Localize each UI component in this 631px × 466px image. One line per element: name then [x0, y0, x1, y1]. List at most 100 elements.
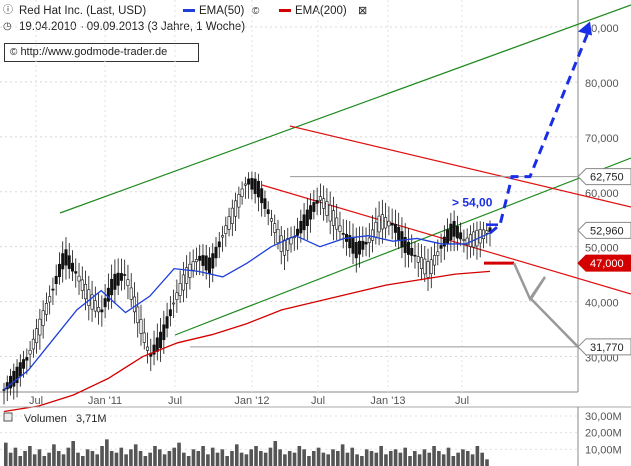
volume-bar	[311, 451, 316, 466]
price-candle-body	[18, 362, 22, 377]
volume-bar	[201, 446, 205, 466]
price-candle-body	[328, 204, 332, 222]
price-candle-body	[136, 306, 140, 324]
volume-bar	[268, 447, 273, 466]
volume-bar	[37, 449, 42, 466]
price-candle-body	[119, 273, 123, 281]
x-tick-label: Jan '13	[370, 395, 405, 407]
price-candle-body	[296, 228, 300, 236]
ema50-line	[3, 232, 491, 391]
price-candle-body	[455, 226, 459, 239]
volume-bar	[451, 456, 456, 466]
price-candle-body	[9, 375, 13, 389]
volume-bar	[461, 449, 465, 466]
volume-bar	[326, 454, 331, 466]
volume-bar	[114, 452, 119, 466]
volume-bar	[336, 451, 340, 466]
volume-bar	[340, 444, 345, 466]
volume-bar	[374, 452, 379, 466]
volume-bar	[52, 444, 56, 466]
price-candle-body	[481, 229, 485, 239]
price-candle-body	[201, 255, 205, 266]
volume-bar	[71, 441, 75, 466]
volume-bar	[398, 452, 403, 466]
volume-bar	[42, 456, 47, 466]
price-candle-body	[247, 178, 251, 185]
price-candle-body	[185, 267, 189, 284]
price-candle-body	[139, 319, 143, 334]
price-candle-body	[44, 302, 48, 315]
price-candle-body	[123, 274, 127, 276]
volume-bar	[148, 452, 152, 466]
price-candle-body	[299, 221, 303, 234]
source-url[interactable]: http://www.godmode-trader.de	[20, 46, 168, 58]
price-candle-body	[446, 229, 450, 244]
x-tick-label: Jul	[455, 395, 469, 407]
volume-bar	[167, 451, 172, 466]
volume-bar	[388, 451, 393, 466]
price-candle-body	[286, 237, 290, 251]
volume-title: Volumen	[24, 413, 67, 425]
price-tag-last-label: 52,960	[590, 225, 624, 237]
volume-bar	[259, 451, 263, 466]
volume-bar	[129, 449, 133, 466]
volume-bar	[278, 449, 282, 466]
volume-bar	[56, 451, 61, 466]
price-candle-body	[74, 271, 78, 274]
volume-subtitle: 3,71M	[76, 413, 107, 425]
volume-bar	[321, 452, 326, 466]
price-candle-body	[168, 309, 172, 317]
volume-bar	[76, 452, 80, 466]
ema200-legend: EMA(200)	[279, 4, 347, 18]
price-candle-body	[204, 255, 208, 271]
volume-bar	[263, 452, 268, 466]
source-url-box[interactable]: © http://www.godmode-trader.de	[4, 43, 199, 62]
price-candle-body	[416, 256, 420, 263]
price-candle-body	[302, 214, 306, 231]
copyright-icon[interactable]: ©	[252, 6, 260, 17]
price-candle-body	[315, 200, 319, 204]
price-candle-body	[194, 259, 198, 263]
volume-bar	[413, 451, 417, 466]
price-candle-body	[429, 259, 433, 274]
volume-bar	[172, 447, 177, 466]
volume-bar	[427, 452, 432, 466]
price-candle-body	[253, 178, 257, 194]
price-candle-body	[70, 262, 74, 272]
clock-icon[interactable]: ◷	[3, 21, 12, 32]
info-icon[interactable]: ⓘ	[3, 5, 13, 16]
volume-bar	[345, 452, 350, 466]
close-icon[interactable]: ⊠	[358, 5, 368, 17]
price-candle-body	[305, 209, 309, 226]
volume-bar	[119, 447, 124, 466]
volume-bar	[244, 454, 249, 466]
y-tick-label: 60,000	[585, 188, 619, 200]
volume-bar	[283, 454, 287, 466]
price-candle-body	[77, 275, 81, 282]
volume-bar	[220, 449, 225, 466]
volume-bar	[28, 446, 32, 466]
volume-bar	[13, 447, 18, 466]
price-candle-body	[387, 220, 391, 227]
volume-bar	[196, 451, 201, 466]
volume-bar	[331, 449, 335, 466]
price-candle-body	[54, 275, 58, 284]
price-candle-body	[12, 370, 16, 387]
price-candle-body	[207, 257, 211, 274]
volume-bar	[384, 454, 388, 466]
price-candle-body	[159, 331, 163, 349]
y-tick-label: 90,000	[585, 23, 619, 35]
price-candle-body	[90, 294, 94, 310]
price-candle-body	[41, 310, 45, 326]
price-candle-body	[465, 237, 469, 246]
price-candle-body	[116, 272, 120, 286]
price-candle-body	[93, 300, 97, 312]
volume-bar	[297, 446, 302, 466]
price-candle-body	[269, 218, 273, 222]
copyright-icon: ©	[10, 47, 18, 58]
price-candle-body	[309, 205, 313, 220]
price-candle-body	[403, 237, 407, 253]
price-candle-body	[364, 241, 368, 245]
price-candle-body	[348, 235, 352, 249]
